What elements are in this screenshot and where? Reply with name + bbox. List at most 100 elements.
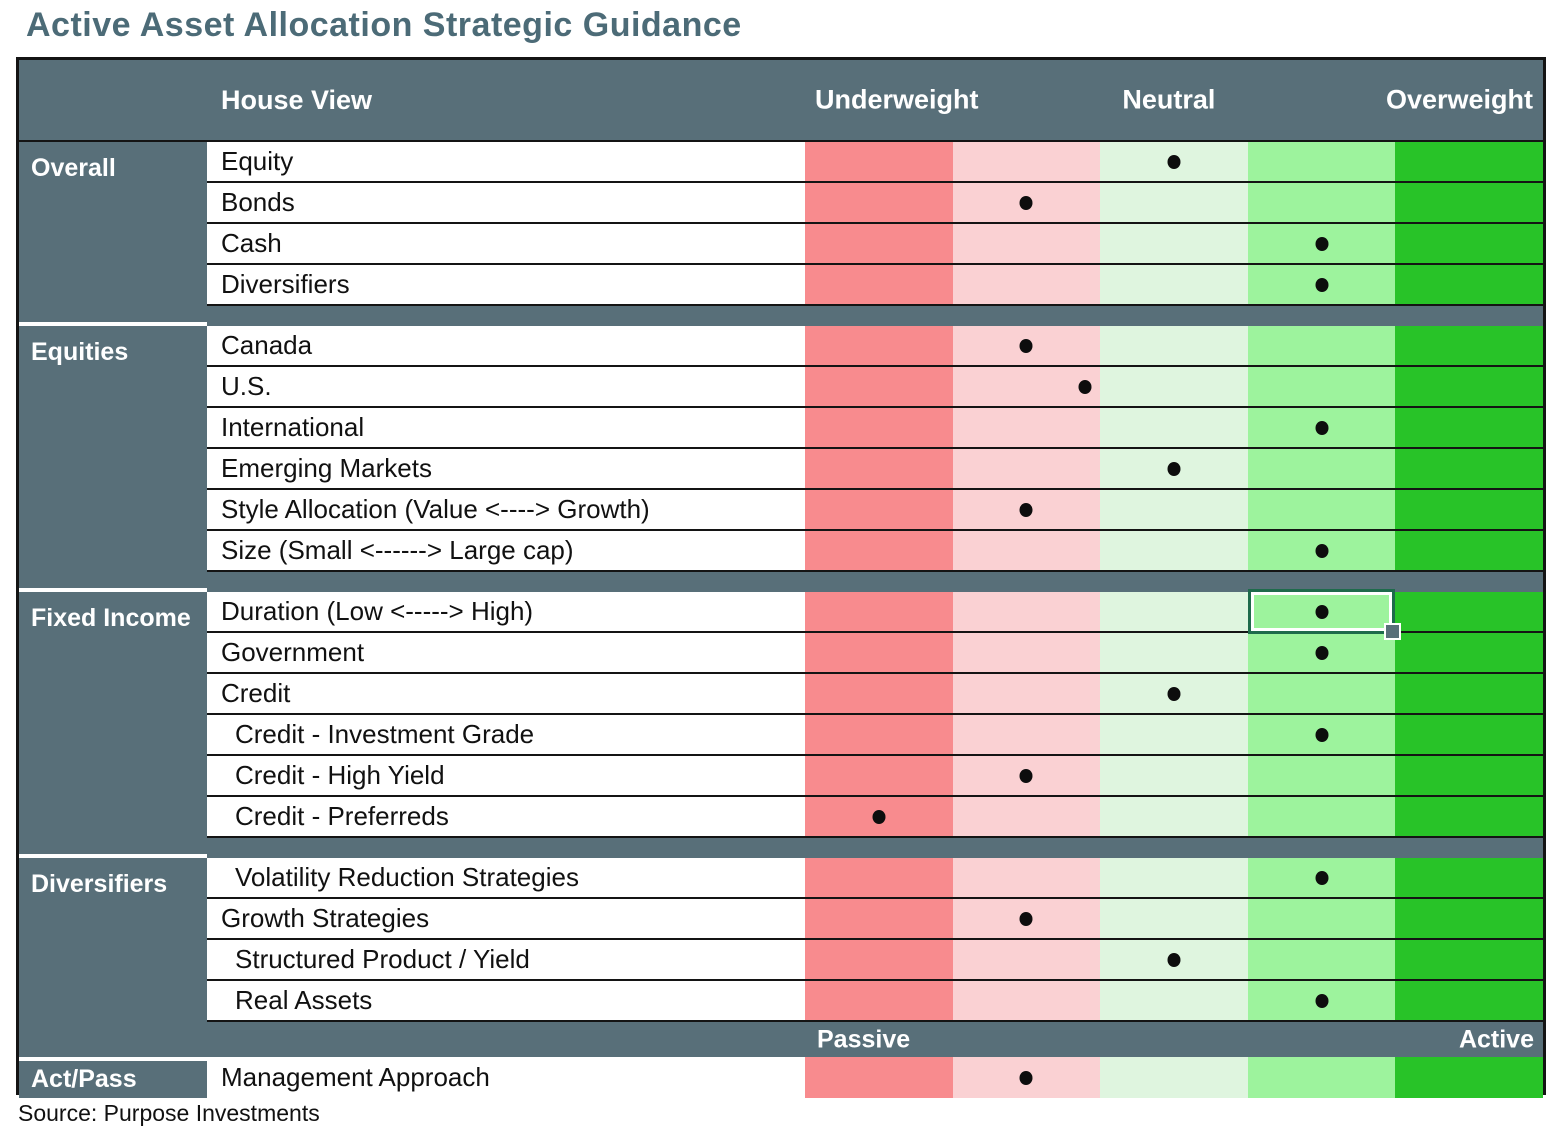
heat-cell-neutral[interactable] (1100, 756, 1248, 795)
heat-cell-underweight[interactable] (952, 408, 1101, 447)
heat-cell-neutral[interactable] (1100, 592, 1248, 631)
asset-label-cell[interactable]: Government (207, 633, 805, 672)
heat-cell-underweight[interactable] (952, 940, 1101, 979)
heat-cell-underweight[interactable] (952, 858, 1101, 897)
heat-cell-underweight[interactable] (952, 367, 1101, 406)
heat-cell-overweight[interactable] (1247, 899, 1396, 938)
heat-cell-strong-underweight[interactable] (805, 899, 953, 938)
heat-cell-overweight[interactable] (1247, 490, 1396, 529)
asset-label-cell[interactable]: Management Approach (207, 1057, 805, 1098)
heat-cell-neutral[interactable] (1100, 531, 1248, 570)
category-cell-equities[interactable]: Equities (19, 326, 207, 572)
category-cell-fixed-income[interactable]: Fixed Income (19, 592, 207, 838)
heat-cell-neutral[interactable] (1100, 899, 1248, 938)
asset-label-cell[interactable]: Canada (207, 326, 805, 365)
selected-cell-outline[interactable] (1247, 589, 1402, 640)
heat-cell-underweight[interactable] (952, 715, 1101, 754)
heat-cell-neutral[interactable] (1100, 715, 1248, 754)
asset-label-cell[interactable]: U.S. (207, 367, 805, 406)
asset-label-cell[interactable]: Cash (207, 224, 805, 263)
heat-cell-strong-overweight[interactable] (1395, 408, 1543, 447)
asset-label-cell[interactable]: Style Allocation (Value <----> Growth) (207, 490, 805, 529)
category-cell-diversifiers[interactable]: Diversifiers (19, 858, 207, 1022)
heat-cell-strong-overweight[interactable] (1395, 715, 1543, 754)
heat-cell-neutral[interactable] (1100, 326, 1248, 365)
heat-cell-strong-overweight[interactable] (1395, 490, 1543, 529)
heat-cell-strong-overweight[interactable] (1395, 940, 1543, 979)
asset-label-cell[interactable]: Credit - Investment Grade (207, 715, 805, 754)
asset-label-cell[interactable]: Emerging Markets (207, 449, 805, 488)
heat-cell-neutral[interactable] (1100, 367, 1248, 406)
heat-cell-neutral[interactable] (1100, 224, 1248, 263)
heat-cell-strong-underweight[interactable] (805, 449, 953, 488)
heat-cell-strong-overweight[interactable] (1395, 592, 1543, 631)
heat-cell-overweight[interactable] (1247, 674, 1396, 713)
heat-cell-strong-underweight[interactable] (805, 326, 953, 365)
heat-cell-strong-underweight[interactable] (805, 183, 953, 222)
heat-cell-underweight[interactable] (952, 449, 1101, 488)
asset-label-cell[interactable]: Size (Small <------> Large cap) (207, 531, 805, 570)
heat-cell-neutral[interactable] (1100, 265, 1248, 304)
asset-label-cell[interactable]: International (207, 408, 805, 447)
heat-cell-strong-overweight[interactable] (1395, 899, 1543, 938)
heat-cell-strong-overweight[interactable] (1395, 142, 1543, 181)
heat-cell-neutral[interactable] (1100, 1057, 1248, 1098)
heat-cell-strong-overweight[interactable] (1395, 183, 1543, 222)
heat-cell-neutral[interactable] (1100, 858, 1248, 897)
heat-cell-strong-underweight[interactable] (805, 674, 953, 713)
heat-cell-strong-underweight[interactable] (805, 531, 953, 570)
asset-label-cell[interactable]: Diversifiers (207, 265, 805, 304)
asset-label-cell[interactable]: Credit - Preferreds (207, 797, 805, 836)
asset-label-cell[interactable]: Growth Strategies (207, 899, 805, 938)
heat-cell-strong-overweight[interactable] (1395, 858, 1543, 897)
asset-label-cell[interactable]: Equity (207, 142, 805, 181)
heat-cell-underweight[interactable] (952, 592, 1101, 631)
category-cell-act-pass[interactable]: Act/Pass (19, 1057, 207, 1098)
heat-cell-overweight[interactable] (1247, 367, 1396, 406)
heat-cell-strong-underweight[interactable] (805, 142, 953, 181)
heat-cell-neutral[interactable] (1100, 183, 1248, 222)
heat-cell-strong-overweight[interactable] (1395, 265, 1543, 304)
heat-cell-strong-underweight[interactable] (805, 940, 953, 979)
heat-cell-strong-underweight[interactable] (805, 490, 953, 529)
heat-cell-overweight[interactable] (1247, 797, 1396, 836)
heat-cell-strong-underweight[interactable] (805, 1057, 953, 1098)
heat-cell-strong-overweight[interactable] (1395, 224, 1543, 263)
heat-cell-strong-overweight[interactable] (1395, 674, 1543, 713)
heat-cell-underweight[interactable] (952, 265, 1101, 304)
heat-cell-strong-overweight[interactable] (1395, 756, 1543, 795)
heat-cell-strong-overweight[interactable] (1395, 326, 1543, 365)
heat-cell-neutral[interactable] (1100, 981, 1248, 1020)
asset-label-cell[interactable]: Duration (Low <-----> High) (207, 592, 805, 631)
heat-cell-overweight[interactable] (1247, 756, 1396, 795)
heat-cell-strong-underweight[interactable] (805, 981, 953, 1020)
heat-cell-underweight[interactable] (952, 797, 1101, 836)
heat-cell-strong-underweight[interactable] (805, 858, 953, 897)
heat-cell-strong-overweight[interactable] (1395, 531, 1543, 570)
heat-cell-strong-underweight[interactable] (805, 715, 953, 754)
heat-cell-underweight[interactable] (952, 531, 1101, 570)
heat-cell-strong-overweight[interactable] (1395, 797, 1543, 836)
heat-cell-strong-overweight[interactable] (1395, 449, 1543, 488)
heat-cell-strong-underweight[interactable] (805, 265, 953, 304)
heat-cell-neutral[interactable] (1100, 490, 1248, 529)
heat-cell-underweight[interactable] (952, 142, 1101, 181)
heat-cell-strong-underweight[interactable] (805, 367, 953, 406)
heat-cell-neutral[interactable] (1100, 633, 1248, 672)
heat-cell-strong-overweight[interactable] (1395, 367, 1543, 406)
heat-cell-strong-underweight[interactable] (805, 592, 953, 631)
heat-cell-neutral[interactable] (1100, 797, 1248, 836)
heat-cell-overweight[interactable] (1247, 326, 1396, 365)
category-cell-overall[interactable]: Overall (19, 142, 207, 306)
heat-cell-overweight[interactable] (1247, 1057, 1396, 1098)
heat-cell-strong-underweight[interactable] (805, 756, 953, 795)
heat-cell-strong-underweight[interactable] (805, 224, 953, 263)
heat-cell-strong-overweight[interactable] (1395, 1057, 1543, 1098)
heat-cell-underweight[interactable] (952, 981, 1101, 1020)
asset-label-cell[interactable]: Credit - High Yield (207, 756, 805, 795)
heat-cell-overweight[interactable] (1247, 142, 1396, 181)
heat-cell-strong-underweight[interactable] (805, 633, 953, 672)
heat-cell-underweight[interactable] (952, 674, 1101, 713)
asset-label-cell[interactable]: Bonds (207, 183, 805, 222)
heat-cell-strong-overweight[interactable] (1395, 981, 1543, 1020)
